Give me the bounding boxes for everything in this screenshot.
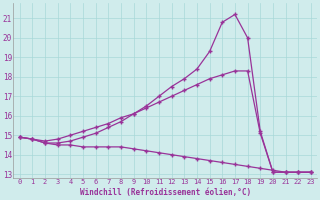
X-axis label: Windchill (Refroidissement éolien,°C): Windchill (Refroidissement éolien,°C) [80,188,251,197]
